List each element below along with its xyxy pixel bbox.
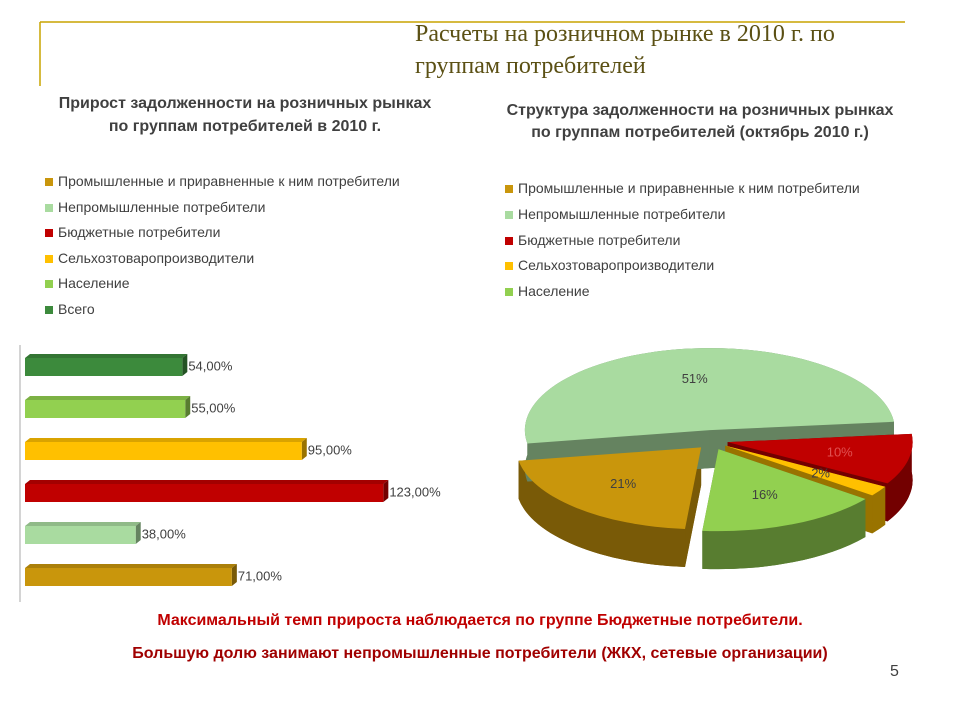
pie-slice <box>702 449 866 532</box>
bar <box>25 442 302 460</box>
slice-side <box>702 498 866 570</box>
legend-swatch <box>45 280 53 289</box>
legend-swatch <box>45 229 53 238</box>
legend-swatch <box>45 203 53 212</box>
pie-slice <box>524 348 894 444</box>
legend-label: Бюджетные потребители <box>518 231 681 248</box>
bar <box>25 568 232 586</box>
bar <box>25 484 384 502</box>
legend-entry: Сельхозтоваропроизводители <box>505 257 714 273</box>
legend-swatch <box>45 306 53 314</box>
legend-swatch <box>505 262 513 271</box>
chart-title: Прирост задолженности на розничных рынка… <box>58 95 432 135</box>
bar-end <box>182 354 188 376</box>
bar-end <box>185 396 191 418</box>
slice-side <box>887 433 913 522</box>
data-label: 10% <box>827 444 853 459</box>
bar <box>25 400 186 418</box>
bar-top <box>25 438 307 442</box>
chart-title: Структура задолженности на розничных рын… <box>506 102 894 141</box>
legend-entry: Промышленные и приравненные к ним потреб… <box>505 180 860 196</box>
bar-end <box>231 564 237 586</box>
note: Большую долю занимают непромышленные пот… <box>132 645 828 662</box>
legend-entry: Непромышленные потребители <box>505 206 725 222</box>
legend-entry: Население <box>45 275 130 291</box>
legend-label: Население <box>58 275 130 292</box>
bar-end <box>301 438 307 460</box>
data-label: 95,00% <box>308 442 353 457</box>
legend-label: Промышленные и приравненные к ним потреб… <box>518 180 860 196</box>
legend-label: Сельхозтоваропроизводители <box>518 257 715 274</box>
legend-entry: Население <box>505 283 590 299</box>
note: Максимальный темп прироста наблюдается п… <box>157 612 803 629</box>
legend-label: Промышленные и приравненные к ним потреб… <box>58 173 400 189</box>
bar-end <box>135 522 141 544</box>
legend-swatch <box>505 210 513 219</box>
legend-label: Непромышленные потребители <box>58 198 266 215</box>
legend-entry: Бюджетные потребители <box>505 232 680 248</box>
legend-swatch <box>505 185 513 193</box>
data-label: 123,00% <box>389 484 441 499</box>
legend-swatch <box>505 236 513 245</box>
legend-swatch <box>45 254 53 263</box>
legend-label: Всего <box>58 301 95 317</box>
bar-top <box>25 564 237 568</box>
legend-entry: Промышленные и приравненные к ним потреб… <box>45 173 400 189</box>
pie-slice <box>725 445 886 496</box>
legend-entry: Бюджетные потребители <box>45 224 220 240</box>
legend-swatch <box>45 178 53 186</box>
bar <box>25 358 183 376</box>
slice-side <box>518 460 686 568</box>
bar-top <box>25 396 191 400</box>
page-number: 5 <box>890 663 899 680</box>
slice-side <box>872 486 886 534</box>
legend-entry: Сельхозтоваропроизводители <box>45 250 254 266</box>
bar-top <box>25 354 188 358</box>
pie-slice <box>518 447 702 530</box>
legend-label: Непромышленные потребители <box>518 205 726 222</box>
bar-top <box>25 522 141 526</box>
slide-title: Расчеты на розничном рынке в 2010 г. по … <box>415 21 835 79</box>
data-label: 16% <box>752 487 778 502</box>
legend-label: Бюджетные потребители <box>58 224 221 241</box>
bar-end <box>383 480 389 502</box>
data-label: 51% <box>682 371 708 386</box>
legend-entry: Всего <box>45 301 95 317</box>
data-label: 2% <box>811 465 830 480</box>
data-label: 55,00% <box>191 400 236 415</box>
data-label: 38,00% <box>142 526 187 541</box>
legend-label: Сельхозтоваропроизводители <box>58 249 255 266</box>
data-label: 21% <box>610 476 636 491</box>
legend-entry: Непромышленные потребители <box>45 199 265 215</box>
data-label: 54,00% <box>188 358 233 373</box>
pie-slice <box>727 433 913 484</box>
bar-top <box>25 480 389 484</box>
legend-label: Население <box>518 283 590 300</box>
legend-swatch <box>505 288 513 297</box>
bar <box>25 526 136 544</box>
data-label: 71,00% <box>238 568 283 583</box>
